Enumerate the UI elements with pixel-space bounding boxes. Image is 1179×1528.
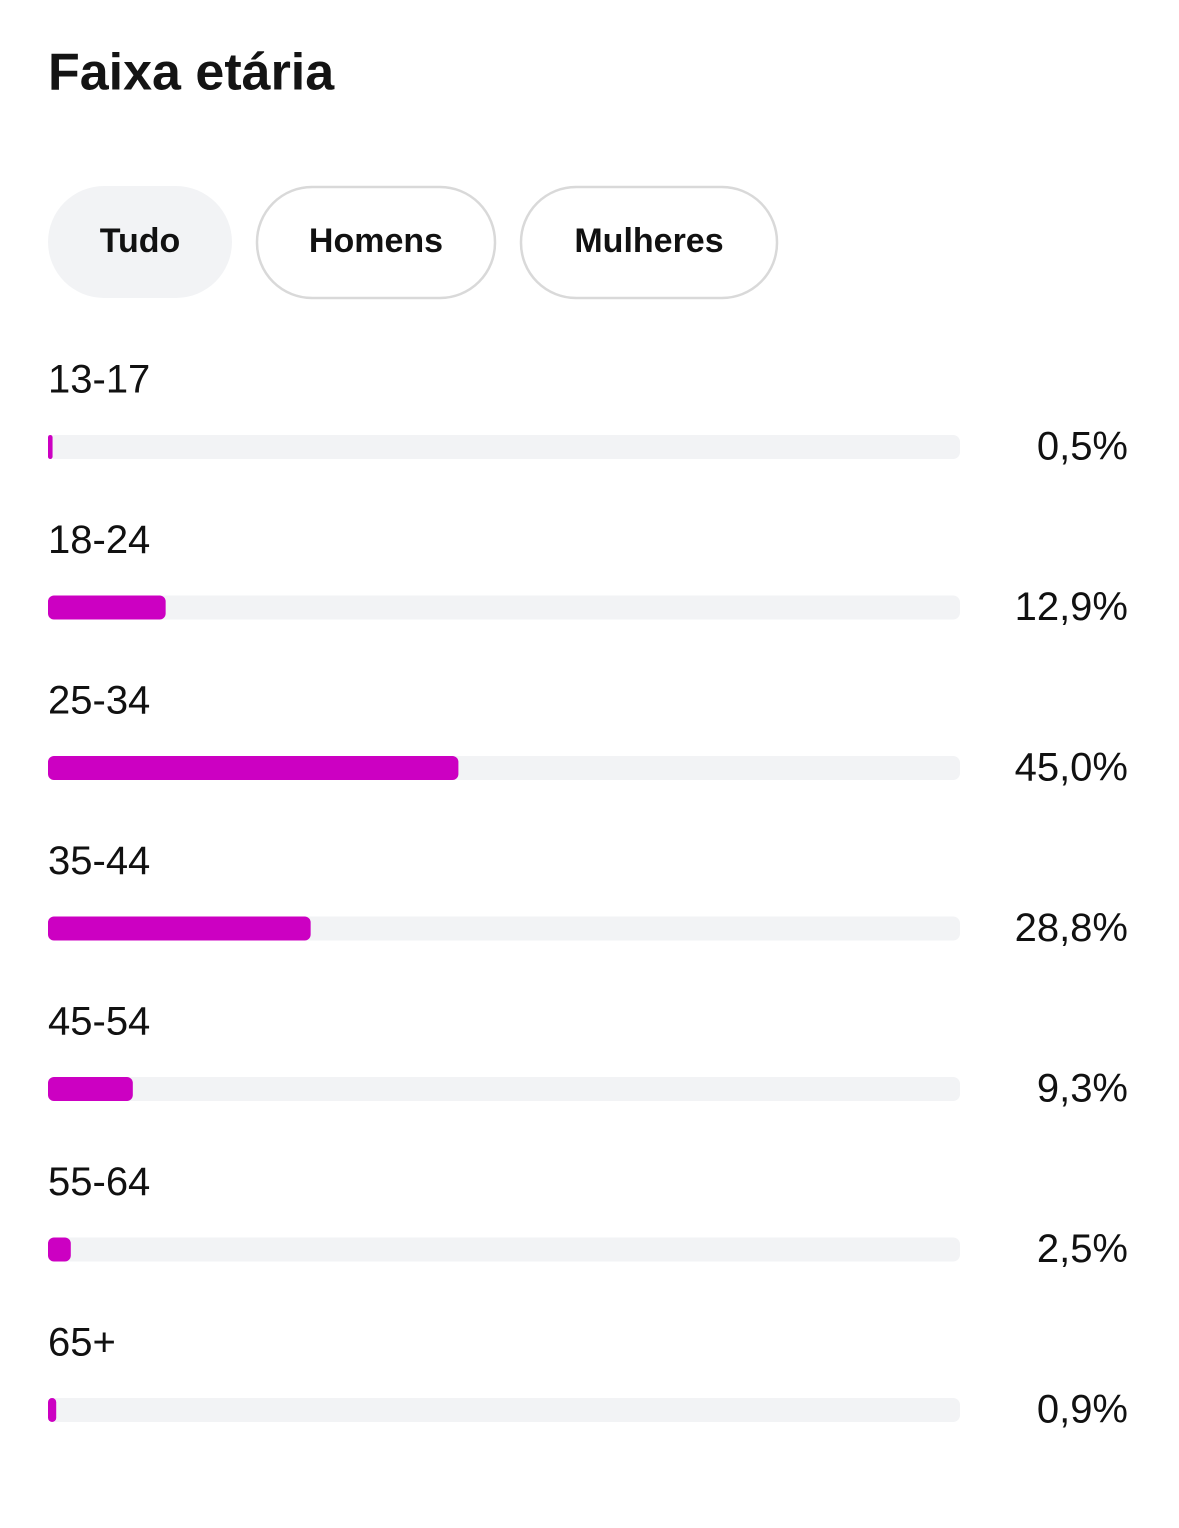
tab-outline[interactable] (255, 185, 497, 300)
bar-track (48, 1077, 960, 1101)
category-label: 35-44 (48, 839, 150, 883)
bar-track (48, 1237, 960, 1262)
bar-track (48, 595, 960, 620)
value-label: 45,0% (1015, 746, 1128, 790)
bar (48, 756, 459, 780)
bar (48, 435, 53, 459)
bar (48, 1398, 57, 1422)
tab-selected-bg (48, 186, 232, 298)
value-label: 0,9% (1037, 1388, 1128, 1432)
tab-outline[interactable] (519, 185, 779, 300)
category-label: 18-24 (48, 518, 150, 562)
category-label: 13-17 (48, 358, 150, 402)
tab[interactable]: Mulheres (574, 222, 723, 260)
value-label: 0,5% (1037, 425, 1128, 469)
tab[interactable]: Homens (309, 222, 443, 260)
filter-tabs: Tudo Homens Mulheres (48, 185, 779, 300)
value-label: 9,3% (1037, 1067, 1128, 1111)
card-title: Faixa etária (48, 44, 335, 102)
value-label: 12,9% (1015, 585, 1128, 629)
category-label: 65+ (48, 1321, 116, 1365)
value-label: 2,5% (1037, 1227, 1128, 1271)
bar (48, 916, 311, 941)
tab[interactable]: Tudo (100, 222, 181, 260)
bar-track (48, 435, 960, 459)
bar-track (48, 1398, 960, 1422)
category-label: 25-34 (48, 679, 150, 723)
value-label: 28,8% (1015, 906, 1128, 950)
bar (48, 1237, 71, 1262)
category-label: 55-64 (48, 1160, 150, 1204)
bar (48, 595, 166, 620)
category-label: 45-54 (48, 1000, 150, 1044)
bar (48, 1077, 133, 1101)
